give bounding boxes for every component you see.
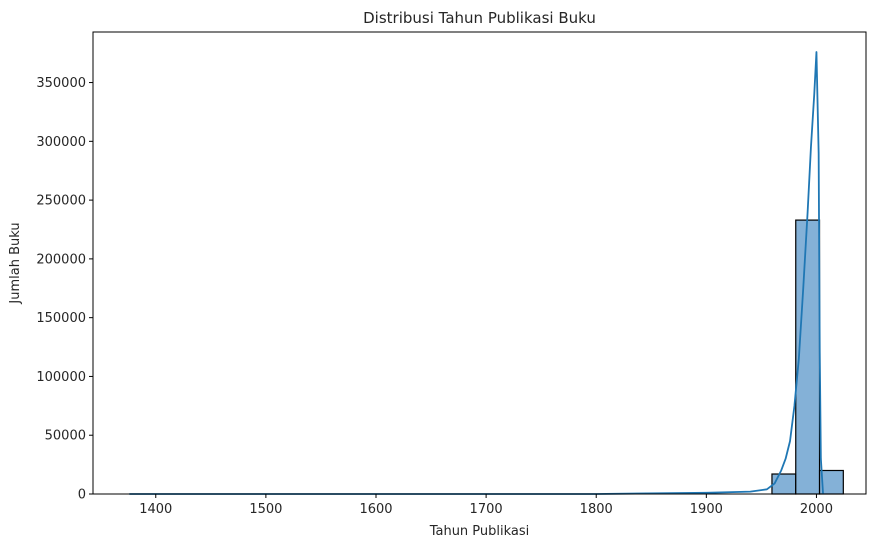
x-axis-label: Tahun Publikasi	[429, 524, 530, 539]
y-tick-label-4: 150000	[36, 311, 86, 326]
x-tick-label-2: 1500	[249, 502, 282, 517]
y-tick-label-7: 300000	[36, 135, 86, 150]
y-tick-label-3: 100000	[36, 370, 86, 385]
plot-frame	[92, 31, 867, 495]
y-axis-label: Jumlah Buku	[8, 222, 23, 304]
kde-curve-group	[129, 51, 824, 495]
x-tick-label-7: 2000	[800, 502, 833, 517]
y-axis-ticks: 0 50000 100000 150000 200000 250000 300000 3500…	[36, 76, 93, 503]
x-tick-label-6: 1900	[690, 502, 723, 517]
y-tick-label-5: 200000	[36, 252, 86, 267]
y-tick-label-6: 250000	[36, 194, 86, 209]
kde-line	[129, 51, 824, 495]
chart-title: Distribusi Tahun Publikasi Buku	[363, 9, 596, 27]
x-tick-label-4: 1700	[470, 502, 503, 517]
x-axis-ticks: 1400 1500 1600 1700 1800 1900 2000	[139, 494, 833, 517]
x-tick-label-1: 1400	[139, 502, 172, 517]
y-tick-label-1: 0	[78, 488, 86, 503]
x-tick-label-3: 1600	[359, 502, 392, 517]
x-tick-label-5: 1800	[580, 502, 613, 517]
y-tick-label-2: 50000	[45, 429, 86, 444]
histogram-bar-1	[771, 473, 797, 495]
y-tick-label-8: 350000	[36, 76, 86, 91]
histogram-bars	[771, 219, 844, 495]
